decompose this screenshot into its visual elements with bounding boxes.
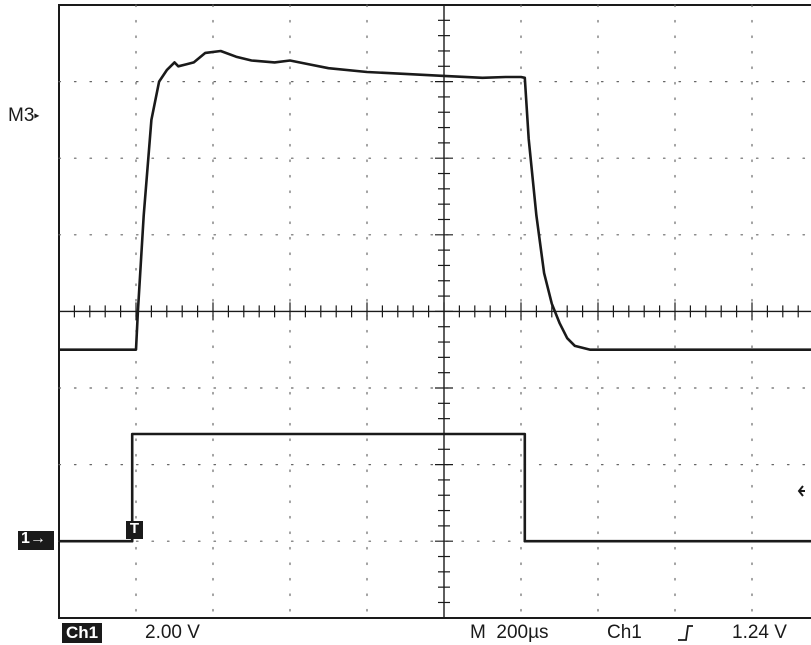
status-trigger-source: Ch1 xyxy=(607,622,642,643)
status-volts-per-div: 2.00 V xyxy=(145,622,200,643)
traces xyxy=(59,49,811,543)
ch1-ground-text: 1 xyxy=(21,530,30,547)
trace-1 xyxy=(59,49,811,352)
m3-arrow-icon: ▸ xyxy=(34,110,40,122)
status-channel-badge: Ch1 xyxy=(62,623,103,643)
status-trigger-level: 1.24 V xyxy=(732,622,787,643)
trigger-position-marker: T xyxy=(126,521,143,539)
ch1-ground-marker: 1→ xyxy=(18,531,54,550)
trace-2 xyxy=(59,432,811,543)
m3-text: M3 xyxy=(8,105,35,126)
rising-edge-icon xyxy=(678,625,693,641)
status-timebase: M 200µs xyxy=(470,622,549,643)
trigger-level-arrowhead xyxy=(797,485,804,497)
status-channel-text: Ch1 xyxy=(66,623,99,642)
ch1-ground-arrow-icon: → xyxy=(29,530,46,547)
trigger-marker-text: T xyxy=(129,520,140,537)
center-axes xyxy=(59,5,811,618)
m3-marker-label: M3▸ xyxy=(8,105,39,127)
